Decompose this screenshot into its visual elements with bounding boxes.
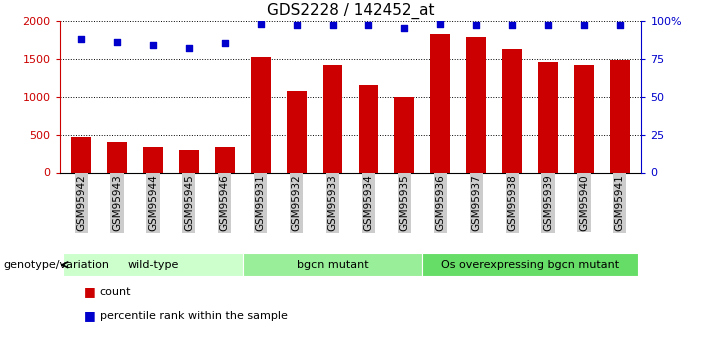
Text: GSM95941: GSM95941: [615, 174, 625, 231]
Point: [111, 39, 123, 45]
Text: GSM95946: GSM95946: [220, 174, 230, 231]
Point: [147, 42, 158, 48]
Point: [399, 26, 410, 31]
Text: GSM95931: GSM95931: [256, 174, 266, 231]
Bar: [143, 147, 163, 172]
Text: ■: ■: [84, 285, 96, 298]
Bar: [72, 137, 91, 172]
Bar: [502, 49, 522, 172]
Text: genotype/variation: genotype/variation: [4, 260, 109, 270]
Bar: [107, 142, 127, 172]
Point: [327, 22, 338, 28]
Text: GSM95938: GSM95938: [507, 174, 517, 231]
Point: [435, 21, 446, 27]
Point: [614, 22, 625, 28]
Bar: [359, 85, 379, 172]
FancyBboxPatch shape: [63, 253, 243, 276]
Text: GSM95934: GSM95934: [363, 174, 374, 231]
Point: [219, 41, 231, 46]
Bar: [395, 97, 414, 172]
Bar: [287, 91, 306, 172]
Text: GSM95935: GSM95935: [400, 174, 409, 231]
Text: ■: ■: [84, 309, 96, 322]
Title: GDS2228 / 142452_at: GDS2228 / 142452_at: [267, 3, 434, 19]
Point: [507, 22, 518, 28]
Text: GSM95933: GSM95933: [327, 174, 338, 231]
Point: [578, 22, 590, 28]
Point: [76, 36, 87, 42]
Text: GSM95944: GSM95944: [148, 174, 158, 231]
Text: Os overexpressing bgcn mutant: Os overexpressing bgcn mutant: [441, 260, 619, 270]
Text: GSM95932: GSM95932: [292, 174, 301, 231]
FancyBboxPatch shape: [422, 253, 638, 276]
Bar: [538, 62, 558, 172]
Bar: [215, 147, 235, 172]
Text: GSM95940: GSM95940: [579, 174, 589, 231]
Bar: [610, 60, 629, 172]
Bar: [574, 65, 594, 172]
Bar: [179, 150, 199, 172]
Text: GSM95936: GSM95936: [435, 174, 445, 231]
Text: percentile rank within the sample: percentile rank within the sample: [100, 311, 287, 321]
Point: [543, 22, 554, 28]
Point: [363, 22, 374, 28]
Point: [470, 22, 482, 28]
Point: [255, 21, 266, 27]
Text: bgcn mutant: bgcn mutant: [297, 260, 368, 270]
Bar: [466, 37, 486, 172]
Bar: [322, 65, 342, 172]
Text: GSM95939: GSM95939: [543, 174, 553, 231]
Bar: [251, 57, 271, 172]
Point: [291, 22, 302, 28]
Point: [183, 45, 194, 51]
Text: wild-type: wild-type: [128, 260, 179, 270]
Bar: [430, 34, 450, 172]
Text: GSM95937: GSM95937: [471, 174, 481, 231]
Text: count: count: [100, 287, 131, 296]
FancyBboxPatch shape: [243, 253, 422, 276]
Text: GSM95942: GSM95942: [76, 174, 86, 231]
Text: GSM95945: GSM95945: [184, 174, 194, 231]
Text: GSM95943: GSM95943: [112, 174, 122, 231]
